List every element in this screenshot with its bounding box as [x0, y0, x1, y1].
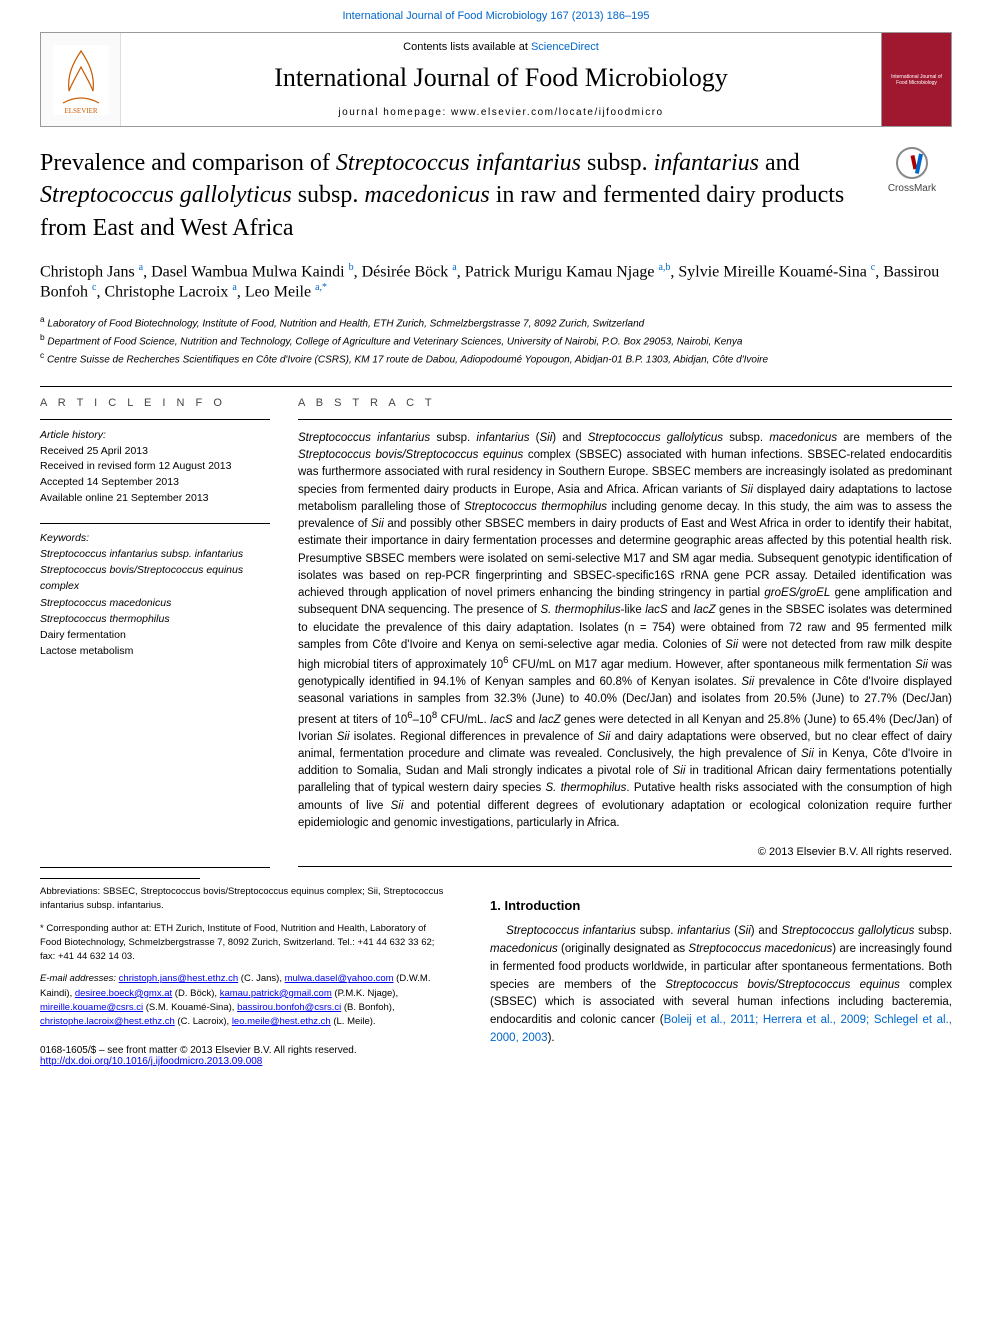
journal-cover-thumb: International Journal ofFood Microbiolog… — [881, 33, 951, 126]
keyword: Streptococcus infantarius subsp. infanta… — [40, 546, 270, 562]
crossmark-label: CrossMark — [872, 183, 952, 194]
article-history: Article history: Received 25 April 2013 … — [40, 428, 270, 507]
divider — [298, 419, 952, 420]
issn-line: 0168-1605/$ – see front matter © 2013 El… — [40, 1045, 450, 1056]
journal-header: ELSEVIER Contents lists available at Sci… — [40, 32, 952, 127]
email-link[interactable]: mulwa.dasel@yahoo.com — [285, 973, 394, 984]
keyword: Dairy fermentation — [40, 627, 270, 643]
keywords-label: Keywords: — [40, 530, 270, 546]
introduction-head: 1. Introduction — [490, 898, 952, 913]
citation-link[interactable]: Boleij et al., 2011; Herrera et al., 200… — [490, 1014, 952, 1044]
author-list: Christoph Jans a, Dasel Wambua Mulwa Kai… — [40, 262, 952, 301]
introduction-text: Streptococcus infantarius subsp. infanta… — [490, 923, 952, 1048]
svg-text:ELSEVIER: ELSEVIER — [64, 107, 97, 115]
footnote-rule — [40, 878, 200, 879]
keyword: Lactose metabolism — [40, 643, 270, 659]
divider — [298, 866, 952, 867]
keyword: Streptococcus thermophilus — [40, 611, 270, 627]
abstract-head: A B S T R A C T — [298, 397, 952, 409]
affiliation: a Laboratory of Food Biotechnology, Inst… — [40, 313, 952, 331]
elsevier-logo: ELSEVIER — [41, 33, 121, 126]
affiliation-list: a Laboratory of Food Biotechnology, Inst… — [40, 313, 952, 368]
divider — [40, 867, 270, 868]
journal-name: International Journal of Food Microbiolo… — [131, 63, 871, 93]
history-line: Available online 21 September 2013 — [40, 491, 270, 507]
email-addresses: E-mail addresses: christoph.jans@hest.et… — [40, 972, 450, 1029]
crossmark-badge[interactable]: CrossMark — [872, 147, 952, 194]
article-title: Prevalence and comparison of Streptococc… — [40, 147, 856, 244]
email-link[interactable]: leo.meile@hest.ethz.ch — [232, 1016, 331, 1027]
history-label: Article history: — [40, 428, 270, 444]
divider — [40, 419, 270, 420]
divider — [40, 386, 952, 387]
abstract-copyright: © 2013 Elsevier B.V. All rights reserved… — [298, 846, 952, 858]
keyword: Streptococcus bovis/Streptococcus equinu… — [40, 564, 243, 592]
email-link[interactable]: kamau.patrick@gmail.com — [220, 988, 332, 999]
affiliation: b Department of Food Science, Nutrition … — [40, 331, 952, 349]
contents-available-line: Contents lists available at ScienceDirec… — [131, 41, 871, 53]
email-link[interactable]: bassirou.bonfoh@csrs.ci — [237, 1002, 341, 1013]
abstract-text: Streptococcus infantarius subsp. infanta… — [298, 430, 952, 832]
history-line: Accepted 14 September 2013 — [40, 475, 270, 491]
top-citation-line: International Journal of Food Microbiolo… — [0, 0, 992, 32]
journal-homepage: journal homepage: www.elsevier.com/locat… — [131, 107, 871, 118]
abbreviations-footnote: Abbreviations: SBSEC, Streptococcus bovi… — [40, 885, 450, 914]
affiliation: c Centre Suisse de Recherches Scientifiq… — [40, 349, 952, 367]
email-link[interactable]: christophe.lacroix@hest.ethz.ch — [40, 1016, 175, 1027]
email-link[interactable]: desiree.boeck@gmx.at — [75, 988, 172, 999]
divider — [40, 523, 270, 524]
history-line: Received 25 April 2013 — [40, 444, 270, 460]
email-link[interactable]: christoph.jans@hest.ethz.ch — [119, 973, 238, 984]
doi-link[interactable]: http://dx.doi.org/10.1016/j.ijfoodmicro.… — [40, 1056, 262, 1067]
keywords-block: Keywords: Streptococcus infantarius subs… — [40, 530, 270, 660]
article-info-head: A R T I C L E I N F O — [40, 397, 270, 409]
corresponding-author-footnote: * Corresponding author at: ETH Zurich, I… — [40, 922, 450, 965]
sciencedirect-link[interactable]: ScienceDirect — [531, 41, 599, 53]
top-citation-link[interactable]: International Journal of Food Microbiolo… — [343, 10, 650, 22]
history-line: Received in revised form 12 August 2013 — [40, 459, 270, 475]
email-link[interactable]: mireille.kouame@csrs.ci — [40, 1002, 143, 1013]
emails-label: E-mail addresses: — [40, 973, 116, 984]
keyword: Streptococcus macedonicus — [40, 595, 270, 611]
